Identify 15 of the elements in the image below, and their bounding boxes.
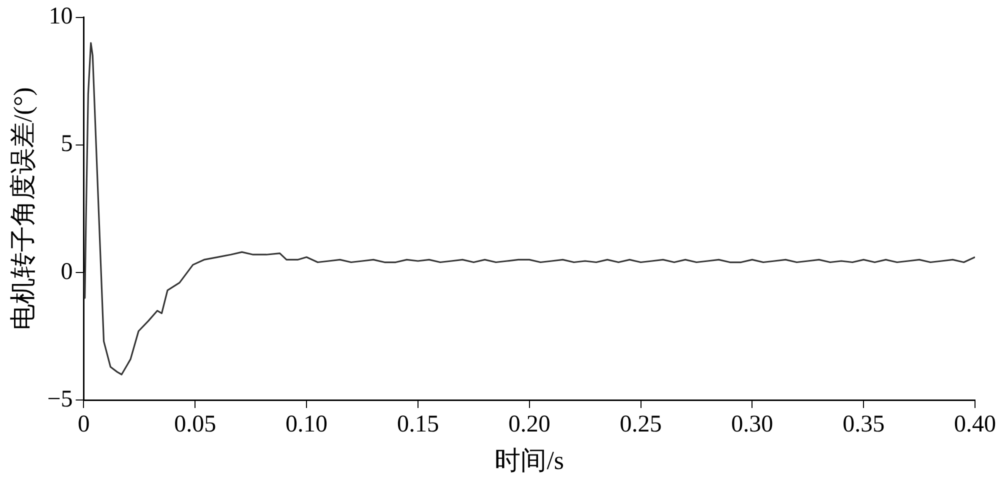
- y-axis-title: 电机转子角度误差/(°): [8, 87, 38, 330]
- x-tick-label: 0.35: [842, 412, 885, 438]
- y-tick-label: 10: [48, 4, 73, 30]
- x-axis-title: 时间/s: [494, 446, 564, 476]
- x-tick-label: 0.30: [731, 412, 774, 438]
- x-tick-label: 0.10: [286, 412, 328, 438]
- x-tick-label: 0: [78, 412, 90, 438]
- x-tick-label: 0.40: [954, 412, 996, 438]
- x-tick-label: 0.05: [174, 412, 216, 438]
- y-tick-label: −5: [47, 386, 73, 412]
- y-tick-label: 0: [60, 258, 73, 285]
- x-tick-label: 0.15: [396, 412, 439, 438]
- y-tick-label: 5: [60, 131, 73, 158]
- x-tick-label: 0.20: [508, 412, 550, 438]
- x-tick-label: 0.25: [620, 412, 662, 438]
